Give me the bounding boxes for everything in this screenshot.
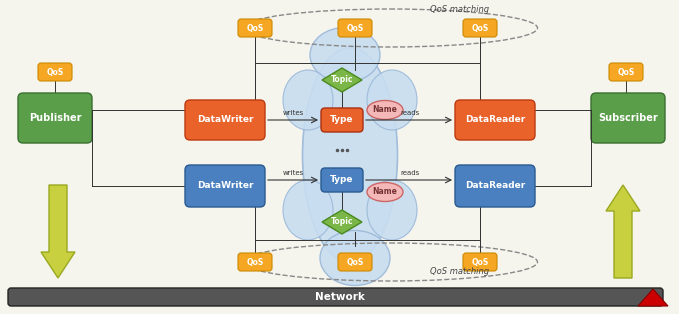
Text: QoS: QoS	[346, 257, 364, 267]
Ellipse shape	[367, 180, 417, 240]
Text: Topic: Topic	[331, 75, 353, 84]
Text: Type: Type	[330, 176, 354, 185]
FancyBboxPatch shape	[609, 63, 643, 81]
Text: reads: reads	[401, 170, 420, 176]
Ellipse shape	[367, 70, 417, 130]
Text: QoS: QoS	[246, 257, 263, 267]
Text: Name: Name	[373, 187, 397, 197]
Polygon shape	[322, 68, 362, 92]
Text: writes: writes	[282, 110, 304, 116]
FancyBboxPatch shape	[321, 108, 363, 132]
Polygon shape	[41, 185, 75, 278]
FancyBboxPatch shape	[8, 288, 663, 306]
Text: DataReader: DataReader	[465, 116, 525, 124]
Text: DataWriter: DataWriter	[197, 181, 253, 191]
Text: DataReader: DataReader	[465, 181, 525, 191]
Text: QoS matching: QoS matching	[430, 6, 490, 14]
Ellipse shape	[283, 70, 333, 130]
FancyBboxPatch shape	[338, 253, 372, 271]
Text: writes: writes	[282, 170, 304, 176]
Text: Name: Name	[373, 106, 397, 115]
Text: QoS: QoS	[617, 68, 635, 77]
Text: QoS: QoS	[471, 257, 489, 267]
Text: Publisher: Publisher	[29, 113, 81, 123]
FancyBboxPatch shape	[238, 253, 272, 271]
FancyBboxPatch shape	[238, 19, 272, 37]
Text: QoS: QoS	[471, 24, 489, 33]
FancyBboxPatch shape	[455, 165, 535, 207]
Text: Topic: Topic	[331, 218, 353, 226]
FancyBboxPatch shape	[38, 63, 72, 81]
Polygon shape	[322, 210, 362, 234]
FancyBboxPatch shape	[463, 253, 497, 271]
Ellipse shape	[283, 180, 333, 240]
Polygon shape	[606, 185, 640, 278]
FancyBboxPatch shape	[463, 19, 497, 37]
FancyBboxPatch shape	[338, 19, 372, 37]
FancyBboxPatch shape	[185, 100, 265, 140]
Polygon shape	[638, 289, 668, 306]
FancyBboxPatch shape	[18, 93, 92, 143]
Ellipse shape	[367, 100, 403, 120]
Text: QoS: QoS	[46, 68, 64, 77]
FancyBboxPatch shape	[591, 93, 665, 143]
Text: QoS matching: QoS matching	[430, 268, 490, 277]
Ellipse shape	[310, 28, 380, 83]
Ellipse shape	[303, 47, 397, 263]
FancyBboxPatch shape	[321, 168, 363, 192]
FancyBboxPatch shape	[455, 100, 535, 140]
Ellipse shape	[367, 182, 403, 202]
Text: Type: Type	[330, 116, 354, 124]
Text: QoS: QoS	[246, 24, 263, 33]
Text: Network: Network	[315, 292, 365, 302]
Ellipse shape	[320, 230, 390, 285]
Text: reads: reads	[401, 110, 420, 116]
Text: Subscriber: Subscriber	[598, 113, 658, 123]
Text: QoS: QoS	[346, 24, 364, 33]
FancyBboxPatch shape	[185, 165, 265, 207]
Text: DataWriter: DataWriter	[197, 116, 253, 124]
